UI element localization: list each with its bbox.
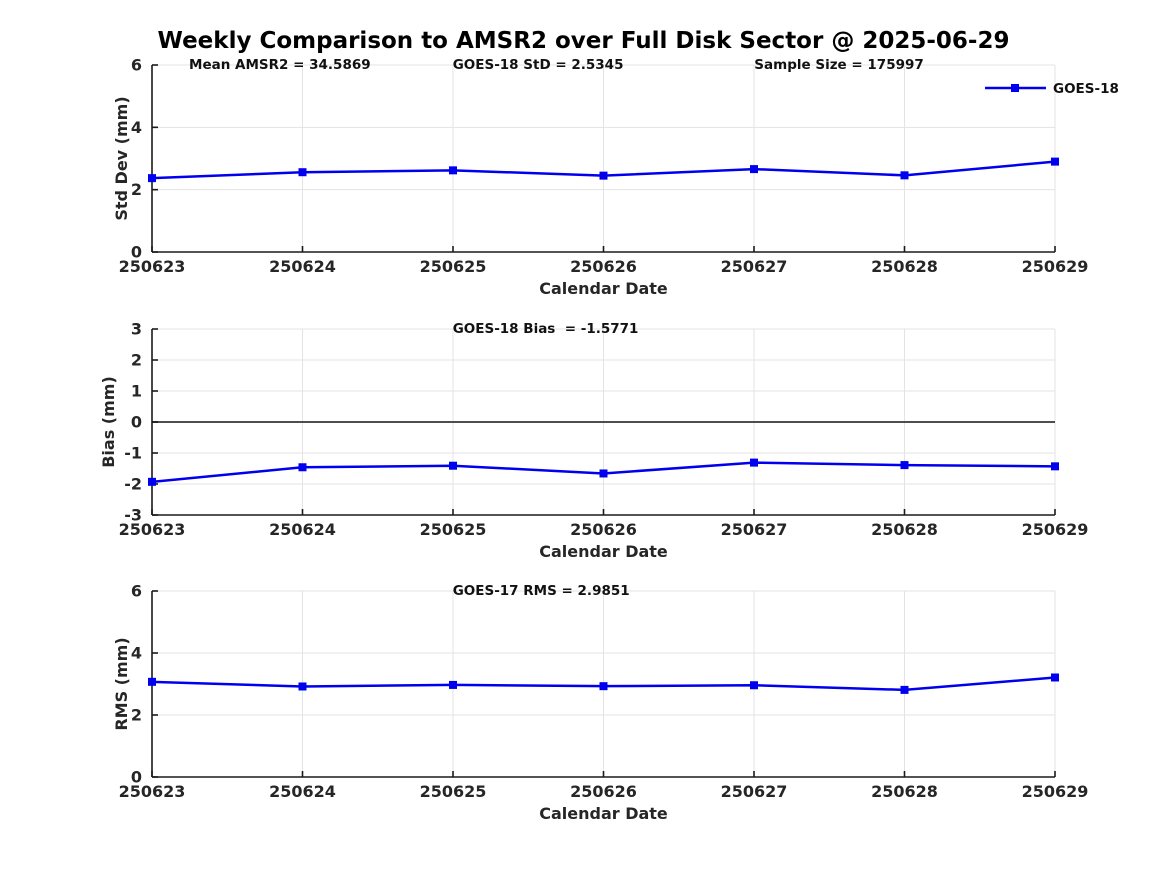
legend-label: GOES-18	[1053, 81, 1119, 97]
bias-marker	[900, 461, 909, 470]
x-tick-label: 250627	[721, 782, 788, 801]
figure-title: Weekly Comparison to AMSR2 over Full Dis…	[157, 28, 1010, 54]
x-tick-label: 250625	[420, 520, 487, 539]
std-dev-marker	[750, 165, 758, 174]
y-tick-label: 6	[131, 582, 142, 601]
std-dev-annotation: Mean AMSR2 = 34.5869	[189, 57, 371, 73]
y-tick-label: 2	[131, 706, 142, 725]
x-tick-label: 250627	[721, 257, 788, 276]
subplot-std-dev: 0 2 4 6 250623 250624 250625 250626 250627 250628…	[112, 56, 1088, 299]
x-axis-title: Calendar Date	[539, 804, 668, 823]
x-axis-title: Calendar Date	[539, 279, 668, 298]
bias-marker	[449, 461, 457, 470]
x-tick-label: 250625	[420, 782, 487, 801]
y-tick-label: 3	[131, 320, 142, 339]
y-tick-label: -3	[124, 506, 142, 525]
std-dev-marker	[900, 171, 909, 180]
subplot-bias: -3 -2 -1 0 1 2 3 250623 250624 250625 250626 250627…	[99, 320, 1088, 562]
x-tick-label: 250629	[1022, 257, 1089, 276]
rms-marker	[750, 681, 758, 690]
bias-marker	[1051, 462, 1059, 471]
bias-annotation: GOES-18 Bias = -1.5771	[453, 321, 639, 337]
rms-marker	[148, 677, 156, 686]
subplot-rms: 0 2 4 6 250623 250624 250625 250626 250627 250628…	[112, 582, 1088, 824]
y-tick-label: -1	[124, 444, 142, 463]
legend-marker-sample	[1011, 84, 1019, 92]
x-tick-label: 250629	[1022, 520, 1089, 539]
y-tick-label: 0	[131, 413, 142, 432]
x-tick-label: 250626	[570, 782, 637, 801]
std-dev-marker	[298, 168, 307, 177]
std-dev-annotation: Sample Size = 175997	[754, 57, 923, 73]
x-tick-label: 250625	[420, 257, 487, 276]
rms-annotation: GOES-17 RMS = 2.9851	[453, 583, 630, 599]
rms-marker	[900, 685, 909, 694]
rms-marker	[449, 680, 457, 689]
legend: GOES-18	[985, 81, 1119, 97]
x-tick-label: 250626	[570, 520, 637, 539]
std-dev-annotation: GOES-18 StD = 2.5345	[453, 57, 624, 73]
y-tick-label: 4	[131, 118, 142, 137]
x-tick-label: 250624	[269, 782, 336, 801]
x-tick-label: 250628	[871, 520, 938, 539]
x-tick-label: 250623	[119, 520, 186, 539]
x-tick-label: 250629	[1022, 782, 1089, 801]
y-axis-title: RMS (mm)	[112, 637, 131, 730]
std-dev-marker	[1051, 157, 1059, 166]
y-tick-label: -2	[124, 475, 142, 494]
y-tick-label: 1	[131, 382, 142, 401]
y-tick-label: 0	[131, 768, 142, 787]
y-tick-label: 0	[131, 243, 142, 262]
bias-marker	[599, 469, 608, 478]
x-tick-label: 250623	[119, 257, 186, 276]
std-dev-marker	[449, 166, 457, 175]
bias-marker	[750, 458, 758, 467]
x-tick-label: 250628	[871, 257, 938, 276]
x-tick-label: 250626	[570, 257, 637, 276]
x-tick-label: 250623	[119, 782, 186, 801]
y-tick-label: 2	[131, 180, 142, 199]
std-dev-marker	[599, 171, 608, 180]
std-dev-marker	[148, 174, 156, 183]
y-tick-label: 2	[131, 351, 142, 370]
rms-marker	[599, 682, 608, 691]
x-axis-title: Calendar Date	[539, 542, 668, 561]
x-tick-label: 250624	[269, 520, 336, 539]
y-axis-title: Std Dev (mm)	[112, 96, 131, 220]
x-tick-label: 250624	[269, 257, 336, 276]
x-tick-label: 250628	[871, 782, 938, 801]
y-axis-title: Bias (mm)	[99, 376, 118, 468]
bias-marker	[298, 463, 307, 472]
bias-marker	[148, 477, 156, 486]
rms-marker	[1051, 673, 1059, 682]
rms-marker	[298, 682, 307, 691]
y-tick-label: 4	[131, 644, 142, 663]
y-tick-label: 6	[131, 56, 142, 75]
x-tick-label: 250627	[721, 520, 788, 539]
